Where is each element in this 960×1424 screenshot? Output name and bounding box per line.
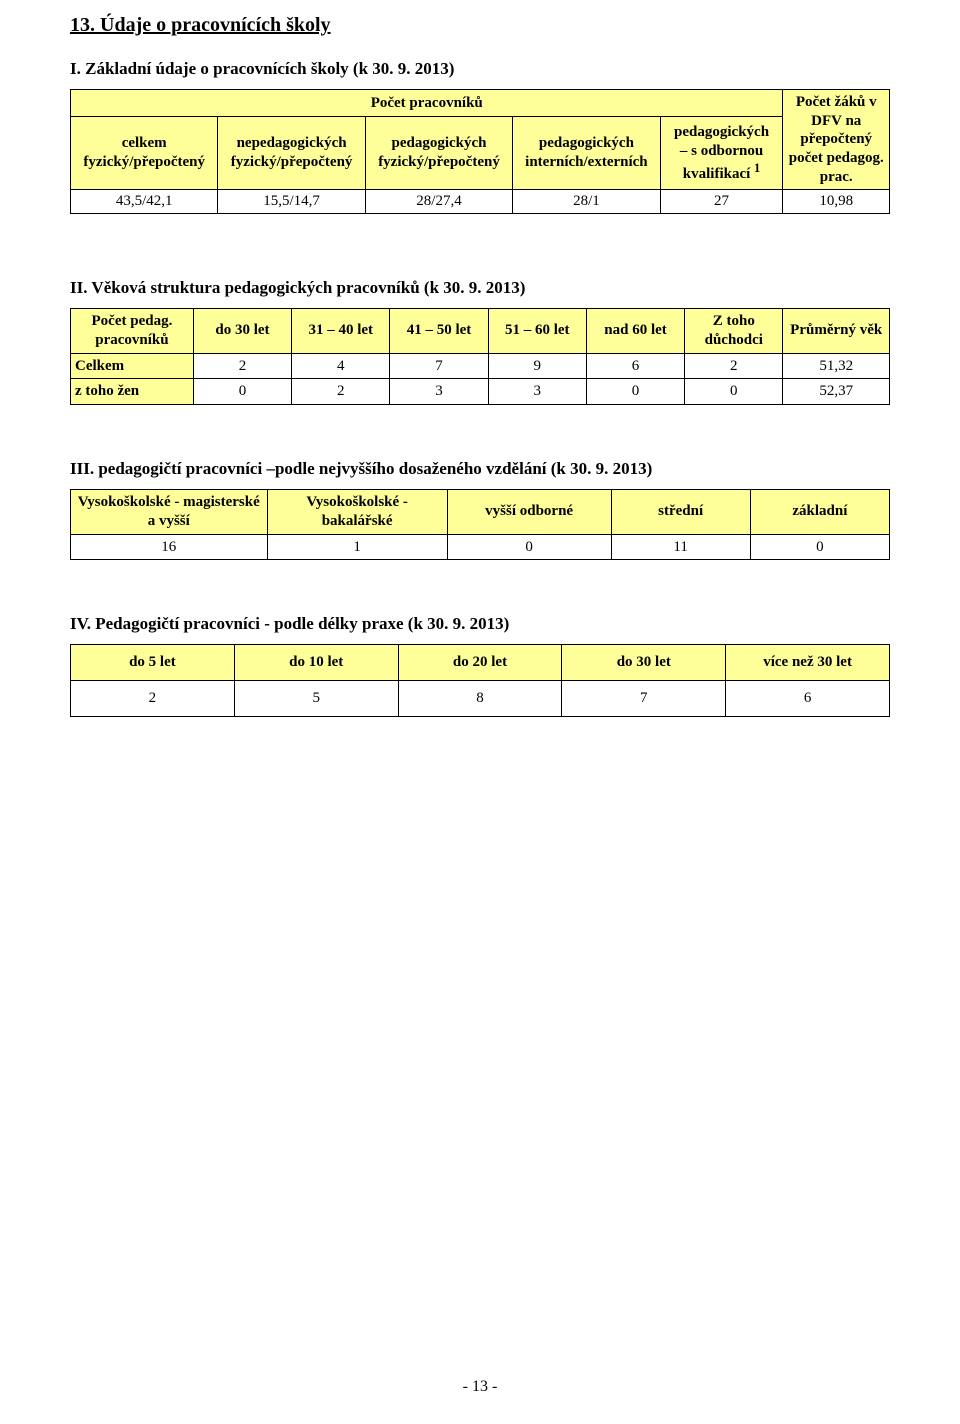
t2-cell: 2: [292, 379, 390, 405]
t2-cell: 51,32: [783, 353, 890, 379]
t2-cell: 7: [390, 353, 488, 379]
t1-c3: 28/27,4: [365, 190, 512, 214]
table-row: celkem fyzický/přepočtený nepedagogickýc…: [71, 117, 890, 190]
t1-c2: 15,5/14,7: [218, 190, 365, 214]
t2-h3: 31 – 40 let: [292, 309, 390, 354]
table-row: Počet pedag. pracovníků do 30 let 31 – 4…: [71, 309, 890, 354]
t3-h3: vyšší odborné: [447, 490, 611, 535]
t3-h2: Vysokoškolské - bakalářské: [267, 490, 447, 535]
t1-group-header: Počet pracovníků: [71, 90, 783, 117]
t2-cell: 3: [390, 379, 488, 405]
table-row: Vysokoškolské - magisterské a vyšší Vyso…: [71, 490, 890, 535]
t4-h5: více než 30 let: [726, 645, 890, 681]
table-2: Počet pedag. pracovníků do 30 let 31 – 4…: [70, 308, 890, 405]
t2-cell: 0: [193, 379, 291, 405]
table-row: Počet pracovníků Počet žáků v DFV na pře…: [71, 90, 890, 117]
t4-h1: do 5 let: [71, 645, 235, 681]
table-row: Celkem 2 4 7 9 6 2 51,32: [71, 353, 890, 379]
t4-h2: do 10 let: [234, 645, 398, 681]
t4-cell: 6: [726, 681, 890, 717]
spacer: [70, 560, 890, 614]
t2-cell: 3: [488, 379, 586, 405]
t3-cell: 0: [447, 534, 611, 560]
spacer: [70, 405, 890, 459]
t2-cell: 6: [586, 353, 684, 379]
t1-h5-l2: – s odbornou: [680, 143, 763, 159]
table-4: do 5 let do 10 let do 20 let do 30 let v…: [70, 644, 890, 717]
t4-h3: do 20 let: [398, 645, 562, 681]
table-1: Počet pracovníků Počet žáků v DFV na pře…: [70, 89, 890, 214]
t1-h1: celkem fyzický/přepočtený: [71, 117, 218, 190]
table-row: 16 1 0 11 0: [71, 534, 890, 560]
t2-cell: 2: [193, 353, 291, 379]
page-container: 13. Údaje o pracovnících školy I. Základ…: [0, 0, 960, 1424]
t2-cell: 9: [488, 353, 586, 379]
t1-h5-l3: kvalifikací: [683, 166, 754, 182]
t1-h2: nepedagogických fyzický/přepočtený: [218, 117, 365, 190]
t1-h5-l1: pedagogických: [674, 124, 769, 140]
table-row: 43,5/42,1 15,5/14,7 28/27,4 28/1 27 10,9…: [71, 190, 890, 214]
t2-cell: 52,37: [783, 379, 890, 405]
section-title: 13. Údaje o pracovnících školy: [70, 14, 890, 37]
t2-h4: 41 – 50 let: [390, 309, 488, 354]
t2-h7: Z toho důchodci: [685, 309, 783, 354]
t1-h3: pedagogických fyzický/přepočtený: [365, 117, 512, 190]
t1-c1: 43,5/42,1: [71, 190, 218, 214]
t2-h5: 51 – 60 let: [488, 309, 586, 354]
t3-cell: 0: [750, 534, 889, 560]
sub2-heading: II. Věková struktura pedagogických praco…: [70, 278, 890, 298]
t1-h5-sup: 1: [754, 161, 760, 175]
table-row: z toho žen 0 2 3 3 0 0 52,37: [71, 379, 890, 405]
t3-h4: střední: [611, 490, 750, 535]
sub3-heading: III. pedagogičtí pracovníci –podle nejvy…: [70, 459, 890, 479]
t2-h1: Počet pedag. pracovníků: [71, 309, 194, 354]
t2-cell: 0: [685, 379, 783, 405]
t1-h6: Počet žáků v DFV na přepočtený počet ped…: [783, 90, 890, 190]
spacer: [70, 214, 890, 278]
t3-cell: 1: [267, 534, 447, 560]
t4-cell: 5: [234, 681, 398, 717]
table-row: 2 5 8 7 6: [71, 681, 890, 717]
t2-cell: 0: [586, 379, 684, 405]
t3-h1: Vysokoškolské - magisterské a vyšší: [71, 490, 268, 535]
table-3: Vysokoškolské - magisterské a vyšší Vyso…: [70, 489, 890, 560]
t2-r2-label: z toho žen: [71, 379, 194, 405]
t1-c4: 28/1: [513, 190, 660, 214]
t4-cell: 7: [562, 681, 726, 717]
t3-h5: základní: [750, 490, 889, 535]
sub1-heading: I. Základní údaje o pracovnících školy (…: [70, 59, 890, 79]
t1-h5: pedagogických – s odbornou kvalifikací 1: [660, 117, 783, 190]
page-number: - 13 -: [0, 1378, 960, 1396]
t2-h6: nad 60 let: [586, 309, 684, 354]
t1-h4: pedagogických interních/externích: [513, 117, 660, 190]
t1-c5: 27: [660, 190, 783, 214]
t4-h4: do 30 let: [562, 645, 726, 681]
t3-cell: 16: [71, 534, 268, 560]
t1-c6: 10,98: [783, 190, 890, 214]
t4-cell: 8: [398, 681, 562, 717]
t2-r1-label: Celkem: [71, 353, 194, 379]
t2-h2: do 30 let: [193, 309, 291, 354]
table-row: do 5 let do 10 let do 20 let do 30 let v…: [71, 645, 890, 681]
t2-cell: 2: [685, 353, 783, 379]
sub4-heading: IV. Pedagogičtí pracovníci - podle délky…: [70, 614, 890, 634]
t4-cell: 2: [71, 681, 235, 717]
t2-cell: 4: [292, 353, 390, 379]
t3-cell: 11: [611, 534, 750, 560]
t2-h8: Průměrný věk: [783, 309, 890, 354]
